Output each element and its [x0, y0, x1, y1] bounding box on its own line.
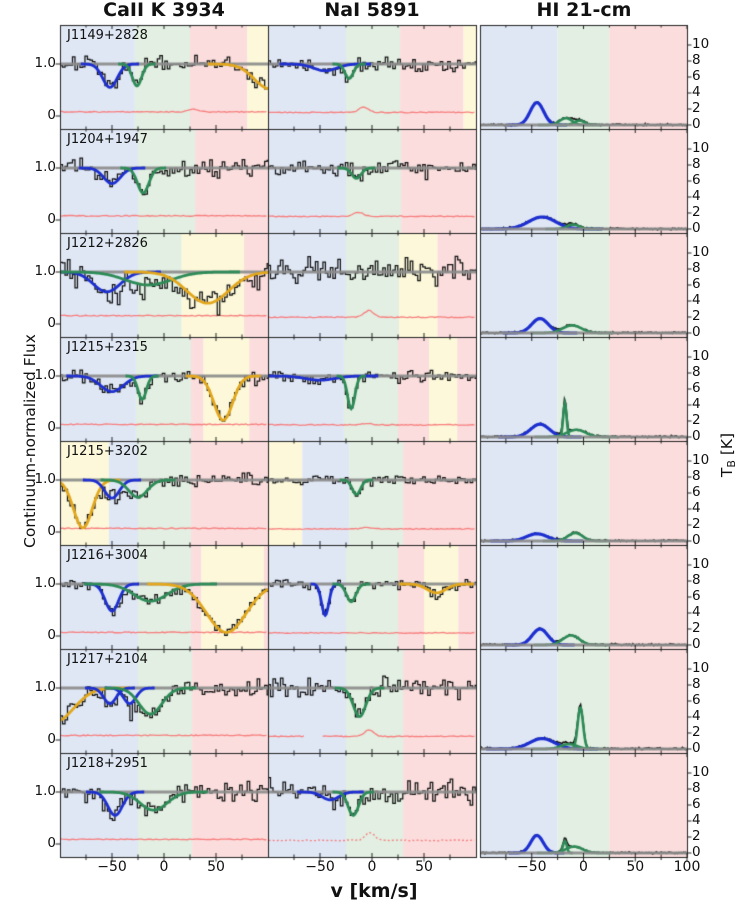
flux-tick-label: 1.0 [34, 679, 56, 695]
flux-tick-label: 0 [47, 211, 56, 227]
tb-tick-label: 0 [692, 636, 701, 652]
x-tick-label: 0 [367, 859, 377, 875]
tb-tick-label: 6 [692, 276, 701, 292]
flux-tick-label: 1.0 [34, 575, 56, 591]
panel-source-label: J1217+2104 [67, 652, 148, 667]
flux-tick-label: 0 [47, 107, 56, 123]
tb-tick-label: 6 [692, 588, 701, 604]
panel-source-label: J1204+1947 [67, 132, 148, 147]
tb-tick-label: 4 [692, 604, 701, 620]
tb-tick-label: 0 [692, 532, 701, 548]
tb-unit: [K] [718, 432, 736, 461]
tb-tick-label: 2 [692, 620, 701, 636]
tb-tick-label: 4 [692, 708, 701, 724]
tb-tick-label: 2 [692, 100, 701, 116]
x-tick-label: −50 [516, 859, 547, 875]
tb-tick-label: 8 [692, 780, 701, 796]
tb-tick-label: 6 [692, 484, 701, 500]
tb-tick-label: 0 [692, 220, 701, 236]
tb-tick-label: 4 [692, 500, 701, 516]
tb-tick-label: 6 [692, 68, 701, 84]
flux-tick-label: 0 [47, 835, 56, 851]
tb-tick-label: 6 [692, 796, 701, 812]
x-tick-label: 0 [579, 859, 588, 875]
tb-tick-label: 2 [692, 828, 701, 844]
x-tick-label: −50 [305, 859, 335, 875]
flux-tick-label: 0 [47, 523, 56, 539]
tb-tick-label: 8 [692, 156, 701, 172]
x-tick-label: 50 [626, 859, 645, 875]
tb-tick-label: 0 [692, 324, 701, 340]
tb-tick-label: 10 [692, 452, 710, 468]
x-tick-label: 50 [207, 859, 225, 875]
tb-tick-label: 4 [692, 188, 701, 204]
tb-tick-label: 2 [692, 412, 701, 428]
flux-tick-label: 1.0 [34, 263, 56, 279]
flux-tick-label: 1.0 [34, 783, 56, 799]
flux-tick-label: 1.0 [34, 471, 56, 487]
left-axis-title: Continuum-normalized Flux [21, 334, 39, 548]
tb-tick-label: 8 [692, 468, 701, 484]
panel-source-label: J1212+2826 [67, 236, 148, 251]
x-tick-label: −50 [97, 859, 127, 875]
column-title-caii: CaII K 3934 [103, 0, 225, 21]
tb-tick-label: 8 [692, 676, 701, 692]
tb-tick-label: 8 [692, 260, 701, 276]
tb-tick-label: 10 [692, 556, 710, 572]
tb-tick-label: 4 [692, 292, 701, 308]
tb-tick-label: 0 [692, 428, 701, 444]
flux-tick-label: 0 [47, 315, 56, 331]
tb-tick-label: 8 [692, 52, 701, 68]
tb-tick-label: 0 [692, 740, 701, 756]
tb-tick-label: 0 [692, 116, 701, 132]
column-title-nai: NaI 5891 [324, 0, 420, 21]
tb-tick-label: 0 [692, 844, 701, 860]
tb-tick-label: 2 [692, 724, 701, 740]
tb-tick-label: 2 [692, 308, 701, 324]
tb-tick-label: 2 [692, 516, 701, 532]
x-tick-label: 50 [415, 859, 433, 875]
column-title-hi21cm: HI 21-cm [536, 0, 632, 21]
x-tick-label: 0 [159, 859, 169, 875]
tb-tick-label: 6 [692, 172, 701, 188]
panel-source-label: J1218+2951 [67, 756, 148, 771]
tb-tick-label: 10 [692, 764, 710, 780]
panel-source-label: J1216+3004 [67, 548, 148, 563]
flux-tick-label: 0 [47, 419, 56, 435]
tb-tick-label: 10 [692, 660, 710, 676]
tb-tick-label: 10 [692, 140, 710, 156]
tb-tick-label: 10 [692, 244, 710, 260]
x-tick-label: 100 [673, 859, 701, 875]
flux-tick-label: 1.0 [34, 367, 56, 383]
flux-tick-label: 1.0 [34, 55, 56, 71]
flux-tick-label: 0 [47, 731, 56, 747]
tb-tick-label: 8 [692, 572, 701, 588]
tb-subscript: B [725, 460, 738, 468]
tb-symbol: T [718, 467, 736, 478]
tb-tick-label: 4 [692, 396, 701, 412]
tb-tick-label: 4 [692, 84, 701, 100]
tb-tick-label: 6 [692, 380, 701, 396]
flux-tick-label: 1.0 [34, 159, 56, 175]
flux-tick-label: 0 [47, 627, 56, 643]
right-axis-title: TB [K] [718, 410, 738, 500]
panel-source-label: J1215+2315 [67, 340, 148, 355]
tb-tick-label: 6 [692, 692, 701, 708]
tb-tick-label: 10 [692, 348, 710, 364]
panel-source-label: J1215+3202 [67, 444, 148, 459]
tb-tick-label: 4 [692, 812, 701, 828]
tb-tick-label: 10 [692, 36, 710, 52]
panel-source-label: J1149+2828 [67, 28, 148, 43]
tb-tick-label: 8 [692, 364, 701, 380]
x-axis-title: v [km/s] [330, 880, 418, 902]
tb-tick-label: 2 [692, 204, 701, 220]
